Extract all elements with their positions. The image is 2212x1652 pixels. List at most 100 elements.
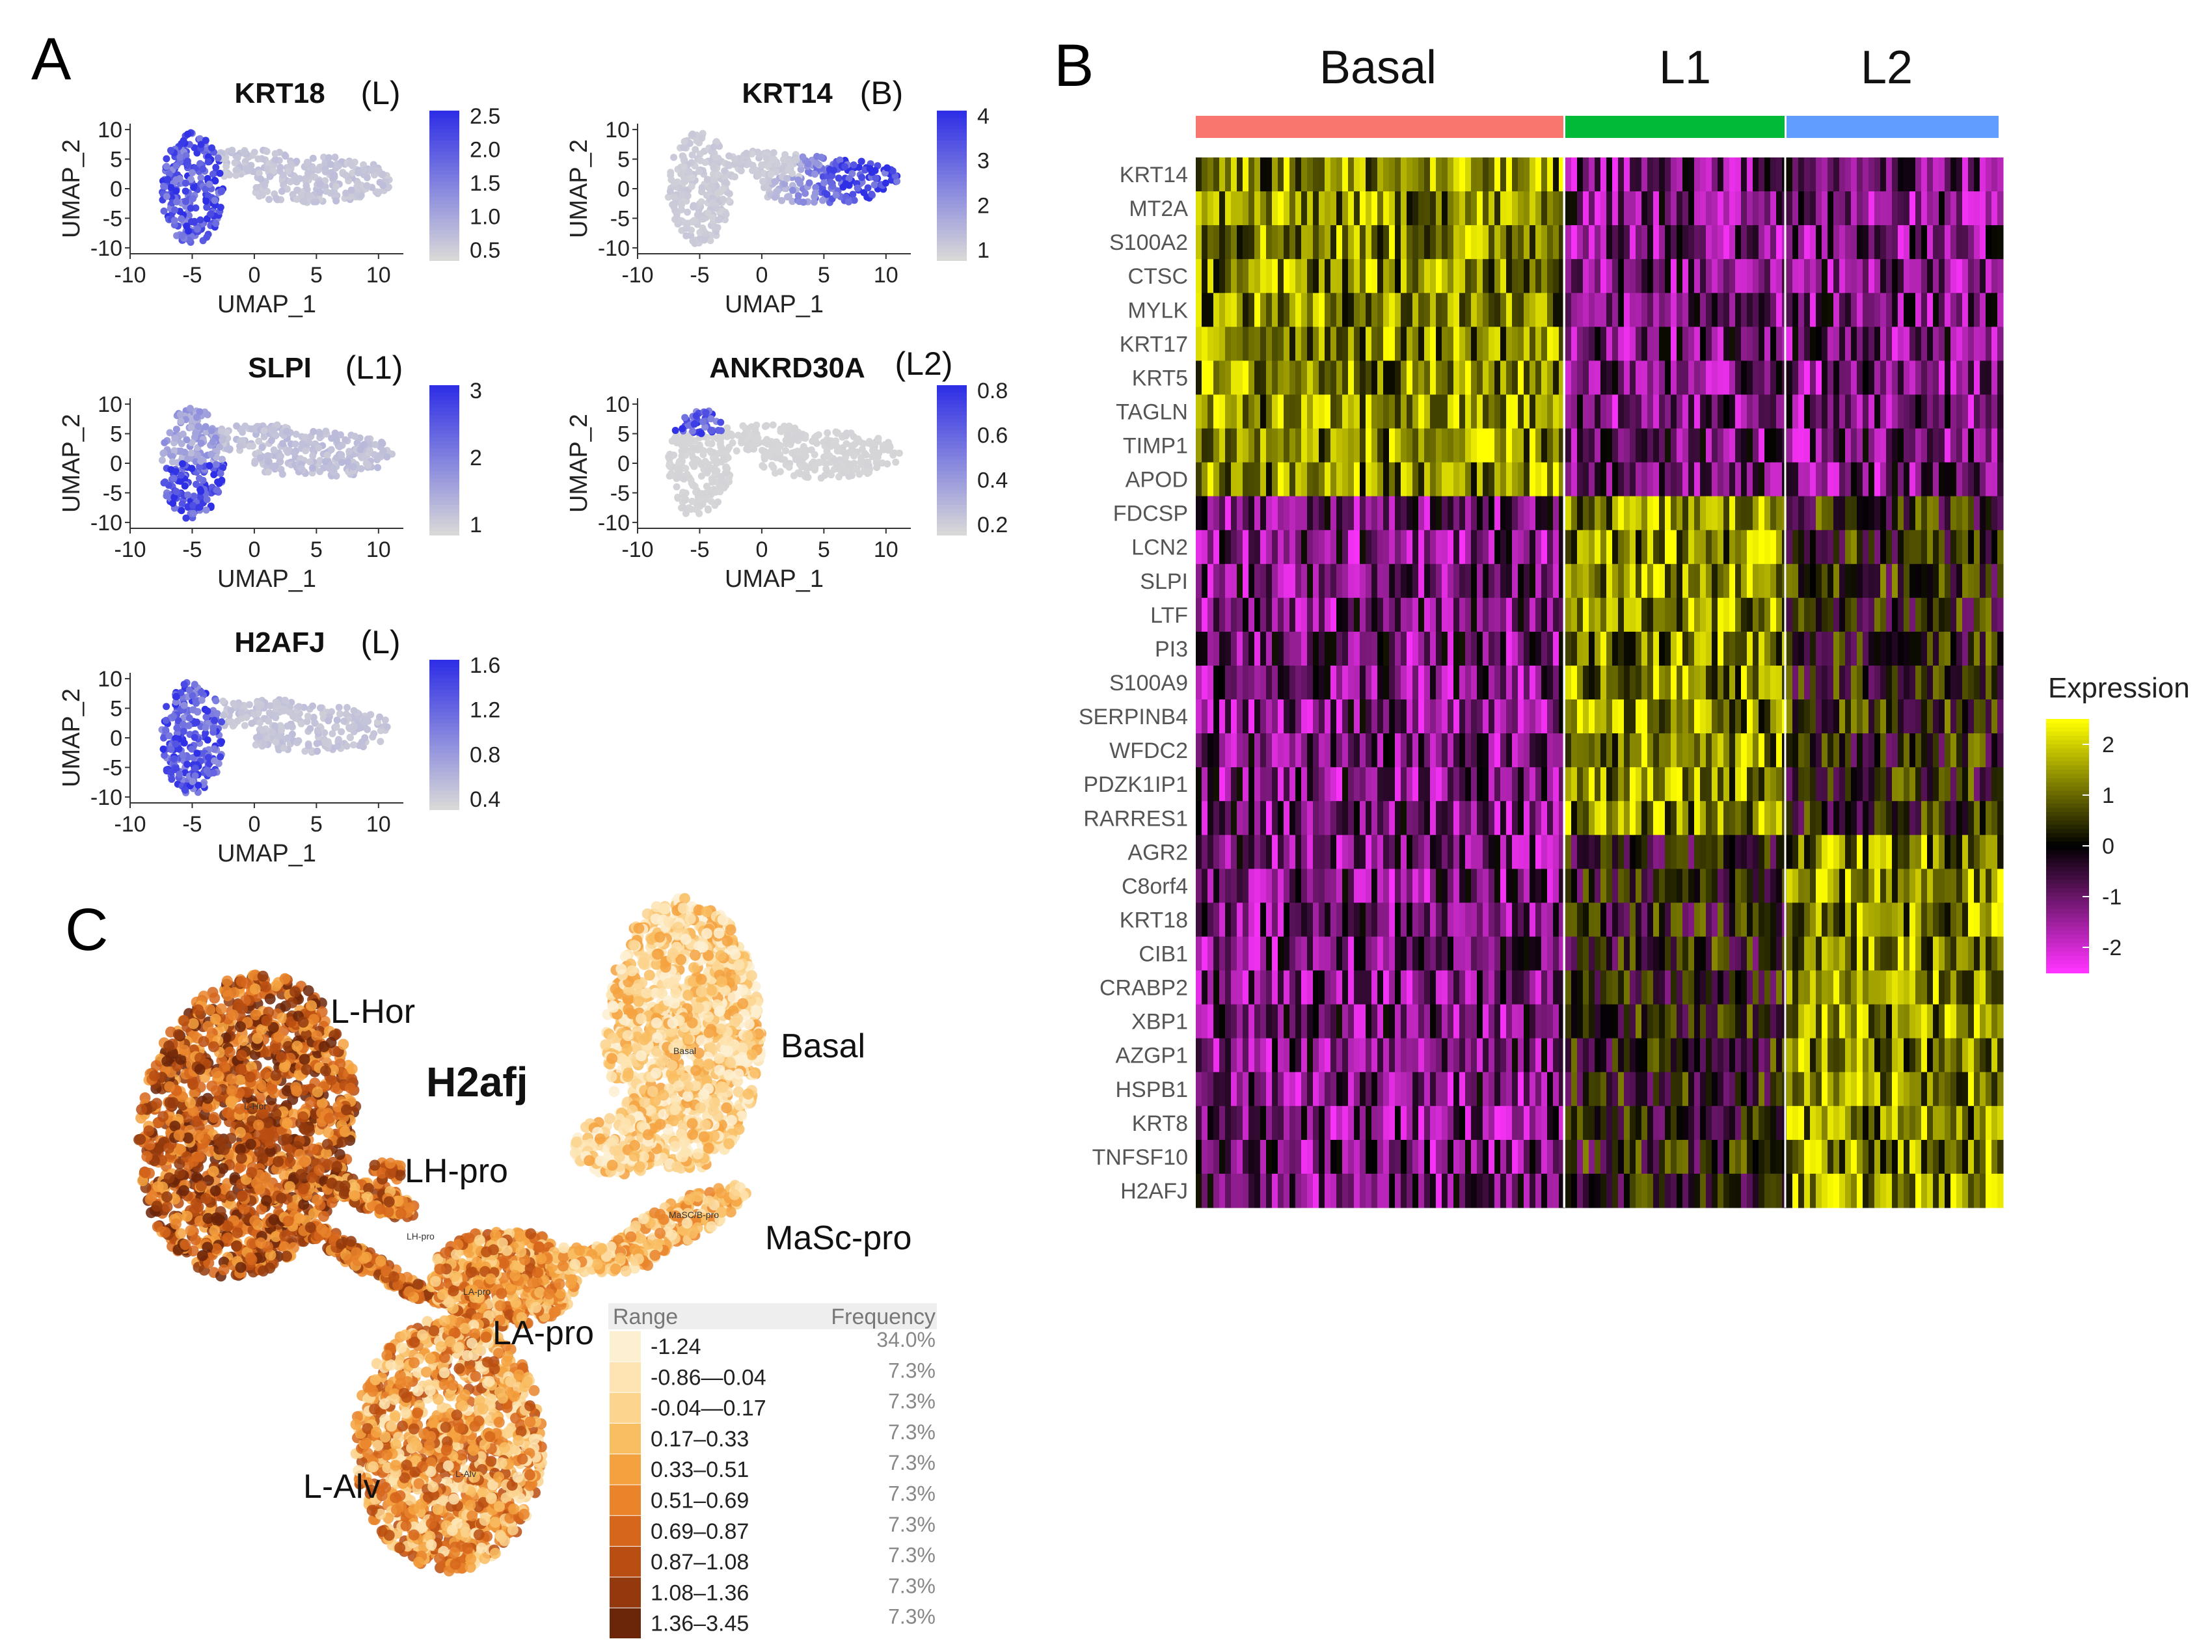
heatmap-cell [1266,428,1273,463]
heatmap-cell [1647,191,1654,226]
heatmap-cell [1659,191,1666,226]
x-axis-label: UMAP_1 [217,291,316,318]
umap-point [689,427,696,435]
heatmap-cell [1412,293,1419,327]
heatmap-cell [1448,259,1454,293]
heatmap-cell [1360,496,1366,531]
heatmap-cell [1747,394,1753,429]
heatmap-cell [1301,428,1308,463]
umap-point [857,458,865,466]
heatmap-cell [1278,563,1284,599]
heatmap-cell [1915,191,1922,226]
heatmap-cell [1395,157,1401,192]
heatmap-cell [1196,191,1202,226]
heatmap-cell [1266,293,1273,327]
umap-point [769,421,777,429]
heatmap-cell [1939,530,1945,565]
umap-point [740,431,748,439]
x-axis-label: UMAP_1 [725,565,824,593]
heatmap-cell [1453,496,1460,531]
heatmap-cell [1647,428,1654,463]
heatmap-cell [1630,259,1636,293]
heatmap-cell [1828,428,1834,463]
heatmap-cell [1945,157,1951,192]
heatmap-cell [1453,631,1460,666]
umap-point [219,697,227,705]
heatmap-cell [1753,563,1759,599]
heatmap-cell [1857,259,1863,293]
heatmap-cell [1747,563,1753,599]
umap-point [719,478,727,485]
heatmap-cell [1857,496,1863,531]
heatmap-cell [1735,428,1742,463]
heatmap-cell [1997,259,2004,293]
heatmap-cell [1565,597,1572,632]
heatmap-cell [1991,259,1998,293]
heatmap-cell [1512,462,1518,497]
heatmap-cell [1541,496,1548,531]
umap-point [666,461,673,469]
heatmap-cell [1706,293,1712,327]
heatmap-cell [1945,327,1951,361]
umap-point [284,722,291,730]
heatmap-cell [1939,191,1945,226]
heatmap-cell [1547,293,1554,327]
heatmap-cell [1219,157,1226,192]
heatmap-cell [1718,462,1724,497]
heatmap-cell [1442,530,1448,565]
heatmap-cell [1833,327,1840,361]
colorbar-segment [937,403,967,409]
heatmap-cell [1477,157,1483,192]
heatmap: Basal L1 L2 KRT14MT2AS100A2CTSCMYLKKRT17… [1079,42,2190,1208]
heatmap-cell [1266,360,1273,396]
umap-point [719,195,727,203]
heatmap-cell [1816,394,1822,429]
heatmap-cell [1792,259,1799,293]
heatmap-cell [1547,259,1554,293]
heatmap-cell [1436,259,1442,293]
heatmap-cell [1939,394,1945,429]
umap-point [182,152,190,159]
heatmap-cell [1571,157,1578,192]
heatmap-cell [1653,225,1660,260]
heatmap-cell [1506,157,1513,192]
umap-point [203,234,211,241]
heatmap-cell [1483,259,1489,293]
heatmap-cell [1606,563,1613,599]
heatmap-cell [1804,327,1811,361]
heatmap-cell [1741,394,1747,429]
heatmap-cell [1424,157,1431,192]
heatmap-cell [1612,191,1619,226]
heatmap-cell [1810,225,1816,260]
umap-point [868,191,876,198]
umap-point [304,712,312,720]
colorbar-segment [429,531,459,535]
colorbar-segment [429,723,459,728]
umap-point [690,217,698,224]
heatmap-cell [1248,563,1255,599]
heatmap-cell [1909,563,1916,599]
heatmap-cell [1653,191,1660,226]
heatmap-cell [1694,530,1701,565]
umap-point [208,427,215,435]
umap-point [322,187,330,195]
heatmap-cell [1641,360,1648,396]
heatmap-cell [1483,631,1489,666]
heatmap-cell [1494,530,1501,565]
heatmap-cell [1565,157,1572,192]
umap-point [196,408,204,416]
heatmap-cell [1950,293,1957,327]
heatmap-cell [1360,563,1366,599]
panel-letter-b: B [1054,33,1094,99]
heatmap-cell [1524,428,1530,463]
heatmap-cell [1595,360,1601,396]
colorbar-segment [429,516,459,521]
heatmap-cell [1641,225,1648,260]
heatmap-cell [1723,259,1730,293]
heatmap-cell [1694,597,1701,632]
colorbar-segment [429,753,459,758]
heatmap-cell [1565,496,1572,531]
heatmap-cell [1266,191,1273,226]
colorbar-segment [429,129,459,134]
heatmap-cell [1839,157,1846,192]
